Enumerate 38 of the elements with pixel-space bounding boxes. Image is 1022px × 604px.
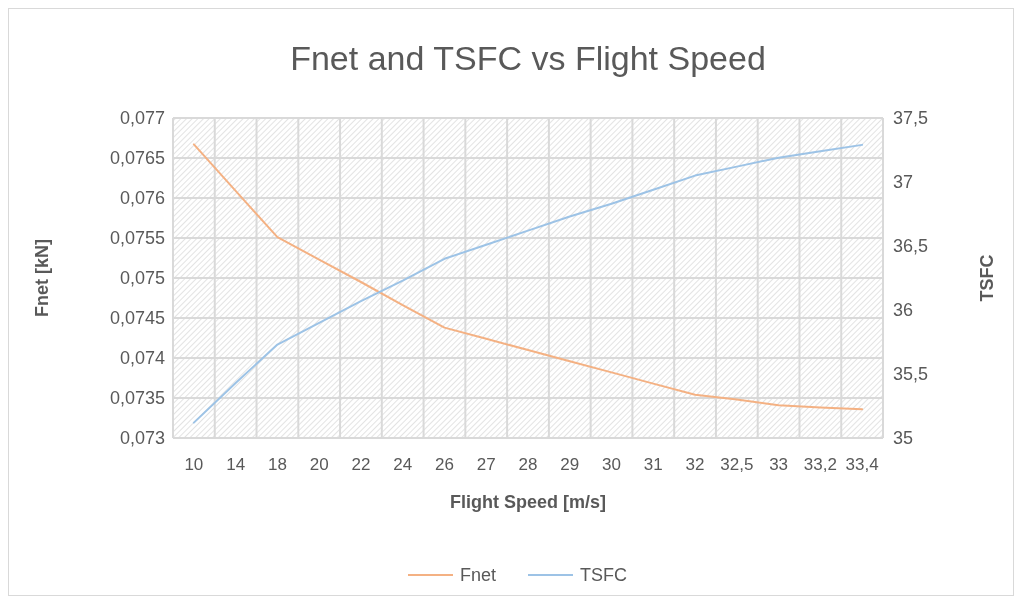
y-tick-label: 0,0755 — [109, 228, 165, 249]
y-tick-label: 0,076 — [119, 188, 165, 209]
x-tick-label: 32 — [685, 455, 705, 474]
y-axis-title: Fnet [kN] — [32, 239, 52, 317]
x-tick-label: 26 — [435, 455, 454, 474]
x-tick-label: 29 — [560, 455, 580, 474]
x-tick-label: 14 — [226, 455, 246, 474]
legend-label: TSFC — [580, 565, 627, 586]
y2-tick-label: 36,5 — [893, 236, 929, 257]
y-tick-label: 0,0735 — [109, 388, 165, 409]
y2-tick-label: 37,5 — [893, 108, 929, 129]
x-tick-label: 18 — [267, 455, 287, 474]
y2-tick-label: 35,5 — [893, 364, 929, 385]
y-tick-label: 0,0745 — [109, 308, 165, 329]
y-tick-label: 0,077 — [119, 108, 165, 129]
x-tick-label: 24 — [393, 455, 413, 474]
y-tick-label: 0,0765 — [109, 148, 165, 169]
y-tick-label: 0,073 — [119, 428, 165, 449]
x-tick-label: 32,5 — [720, 455, 754, 474]
legend-label: Fnet — [460, 565, 497, 586]
x-tick-label: 33 — [769, 455, 789, 474]
x-tick-label: 27 — [476, 455, 496, 474]
x-tick-label: 30 — [602, 455, 621, 474]
y-tick-label: 0,075 — [119, 268, 165, 289]
y2-axis-title: TSFC — [977, 254, 997, 302]
chart-title: Fnet and TSFC vs Flight Speed — [290, 39, 766, 77]
x-tick-label: 22 — [351, 455, 371, 474]
x-axis-title: Flight Speed [m/s] — [449, 492, 607, 512]
y-tick-label: 0,074 — [119, 348, 165, 369]
x-tick-label: 20 — [309, 455, 329, 474]
x-tick-label: 33,4 — [845, 455, 879, 474]
x-tick-label: 10 — [184, 455, 204, 474]
y2-tick-label: 36 — [893, 300, 914, 321]
x-tick-label: 33,2 — [803, 455, 837, 474]
x-tick-label: 28 — [518, 455, 538, 474]
y2-tick-label: 35 — [893, 428, 914, 449]
x-tick-label: 31 — [643, 455, 663, 474]
y2-tick-label: 37 — [893, 172, 914, 193]
